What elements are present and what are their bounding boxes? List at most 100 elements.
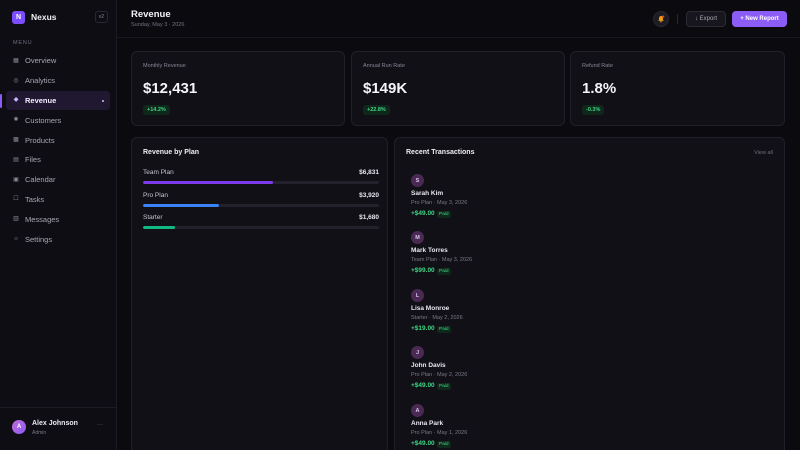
users-icon: ✺: [13, 117, 19, 124]
transaction-amount: +$99.00: [411, 267, 435, 274]
panel-title: Recent Transactions: [406, 149, 475, 156]
stat-value: $12,431: [143, 80, 198, 97]
transaction-name: Lisa Monroe: [411, 305, 450, 312]
box-icon: ▩: [13, 137, 19, 144]
sidebar-item-label: Customers: [25, 115, 62, 125]
transaction-amount: +$49.00: [411, 440, 435, 447]
diamond-icon: ◆: [13, 97, 19, 104]
avatar: A: [411, 404, 424, 417]
status-badge: Paid: [437, 383, 451, 390]
sidebar-item-label: Files: [25, 155, 41, 165]
top-bar: Revenue Sunday, May 3 · 2026 ↓ Export + …: [117, 0, 800, 38]
transaction-item[interactable]: M Mark Torres Team Plan · May 3, 2026 +$…: [411, 231, 611, 283]
sidebar-item-messages[interactable]: ▥ Messages: [6, 209, 110, 229]
sidebar: N Nexus v2 MENU ▦ Overview ◎ Analytics ◆…: [0, 0, 117, 450]
menu-label: MENU: [13, 40, 33, 46]
stat-label: Monthly Revenue: [143, 63, 186, 69]
brand-name: Nexus: [31, 12, 57, 22]
transaction-item[interactable]: S Sarah Kim Pro Plan · May 3, 2026 +$49.…: [411, 174, 611, 226]
stat-value: $149K: [363, 80, 408, 97]
plan-amount: $1,680: [359, 214, 379, 221]
tasks-icon: ☐: [13, 196, 19, 203]
sidebar-nav: ▦ Overview ◎ Analytics ◆ Revenue ✺ Custo…: [0, 51, 110, 249]
user-role: Admin: [32, 430, 47, 436]
plan-progress-track: [143, 226, 379, 229]
plan-amount: $6,831: [359, 169, 379, 176]
stat-value: 1.8%: [582, 80, 617, 97]
sidebar-item-label: Overview: [25, 56, 57, 66]
plan-name: Team Plan: [143, 169, 174, 176]
sidebar-item-products[interactable]: ▩ Products: [6, 130, 110, 150]
transaction-name: John Davis: [411, 362, 446, 369]
view-all-link[interactable]: View all: [754, 150, 773, 156]
page-title: Revenue: [131, 9, 171, 20]
transaction-item[interactable]: J John Davis Pro Plan · May 2, 2026 +$49…: [411, 346, 611, 398]
plan-row-starter: Starter $1,680: [143, 214, 379, 234]
sidebar-item-label: Products: [25, 135, 55, 145]
sidebar-item-settings[interactable]: ☼ Settings: [6, 229, 110, 249]
sidebar-item-calendar[interactable]: ▣ Calendar: [6, 170, 110, 190]
sidebar-item-label: Settings: [25, 234, 53, 244]
brand[interactable]: N Nexus v2: [12, 10, 108, 24]
sidebar-item-tasks[interactable]: ☐ Tasks: [6, 190, 110, 210]
sidebar-item-label: Revenue: [25, 95, 57, 105]
stat-label: Annual Run Rate: [363, 63, 405, 69]
recent-transactions-panel: Recent Transactions View all S Sarah Kim…: [394, 137, 785, 450]
sidebar-item-analytics[interactable]: ◎ Analytics: [6, 71, 110, 91]
sidebar-item-label: Calendar: [25, 175, 56, 185]
user-name: Alex Johnson: [32, 420, 78, 427]
transaction-item[interactable]: L Lisa Monroe Starter · May 2, 2026 +$19…: [411, 289, 611, 341]
plan-name: Starter: [143, 214, 163, 221]
sidebar-item-label: Tasks: [25, 194, 45, 204]
transaction-amount: +$49.00: [411, 210, 435, 217]
analytics-icon: ◎: [13, 77, 19, 84]
transaction-amount: +$49.00: [411, 382, 435, 389]
panel-title: Revenue by Plan: [143, 149, 200, 156]
avatar: J: [411, 346, 424, 359]
sidebar-item-label: Analytics: [25, 76, 56, 86]
sidebar-item-overview[interactable]: ▦ Overview: [6, 51, 110, 71]
avatar: L: [411, 289, 424, 302]
revenue-by-plan-panel: Revenue by Plan Team Plan $6,831 Pro Pla…: [131, 137, 388, 450]
sidebar-item-files[interactable]: ▤ Files: [6, 150, 110, 170]
transaction-meta: Starter · May 2, 2026: [411, 315, 463, 321]
user-profile[interactable]: A Alex Johnson Admin ···: [0, 407, 116, 450]
page-date: Sunday, May 3 · 2026: [131, 22, 185, 28]
status-badge: Paid: [437, 211, 451, 218]
plan-row-pro: Pro Plan $3,920: [143, 192, 379, 212]
brand-logo: N: [12, 10, 25, 24]
plan-name: Pro Plan: [143, 192, 168, 199]
more-options-icon[interactable]: ···: [97, 422, 103, 428]
sidebar-item-revenue[interactable]: ◆ Revenue: [0, 90, 110, 111]
active-indicator-dot: [102, 99, 104, 102]
status-badge: Paid: [437, 268, 451, 275]
plan-progress-track: [143, 181, 379, 184]
notification-button[interactable]: [653, 11, 669, 27]
new-report-button[interactable]: + New Report: [732, 11, 787, 27]
stat-change-badge: +22.8%: [363, 105, 390, 115]
transaction-name: Mark Torres: [411, 247, 448, 254]
transaction-meta: Pro Plan · May 2, 2026: [411, 372, 468, 378]
message-icon: ▥: [13, 216, 19, 223]
stat-card-annual-run-rate: Annual Run Rate $149K +22.8%: [351, 51, 565, 126]
plan-progress-fill: [143, 181, 273, 184]
sidebar-item-customers[interactable]: ✺ Customers: [6, 110, 110, 130]
transaction-meta: Team Plan · May 3, 2026: [411, 257, 473, 263]
transaction-meta: Pro Plan · May 1, 2026: [411, 430, 468, 436]
gear-icon: ☼: [13, 236, 19, 243]
stat-card-refund-rate: Refund Rate 1.8% -0.3%: [570, 51, 785, 126]
plan-progress-track: [143, 204, 379, 207]
stat-card-monthly-revenue: Monthly Revenue $12,431 +14.2%: [131, 51, 345, 126]
status-badge: Paid: [437, 441, 451, 448]
transaction-amount: +$19.00: [411, 325, 435, 332]
transaction-item[interactable]: A Anna Park Pro Plan · May 1, 2026 +$49.…: [411, 404, 611, 450]
export-button[interactable]: ↓ Export: [686, 11, 726, 27]
avatar: A: [12, 420, 26, 434]
stat-change-badge: +14.2%: [143, 105, 170, 115]
version-badge: v2: [94, 11, 108, 23]
plan-row-team: Team Plan $6,831: [143, 169, 379, 189]
stat-change-badge: -0.3%: [582, 105, 605, 115]
transaction-name: Anna Park: [411, 420, 444, 427]
transaction-name: Sarah Kim: [411, 190, 444, 197]
stat-label: Refund Rate: [582, 63, 613, 69]
